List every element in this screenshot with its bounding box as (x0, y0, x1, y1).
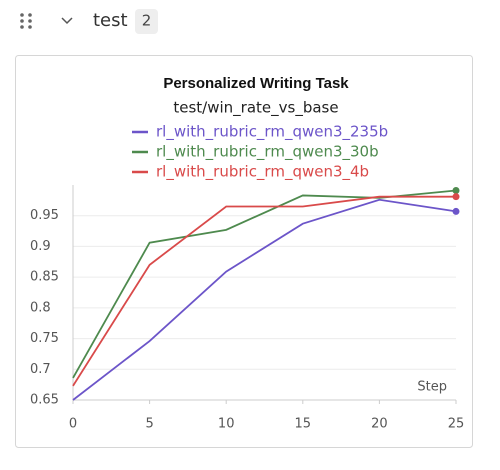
end-point (452, 193, 460, 201)
count-badge (135, 9, 158, 34)
chart-subtitle: test/win_rate_vs_base (173, 99, 338, 118)
y-tick-label: 0.7 (30, 362, 51, 377)
count-badge-text: 2 (142, 12, 152, 30)
x-tick-label: 20 (371, 417, 388, 432)
x-tick-label: 5 (145, 417, 153, 432)
x-tick-label: 25 (448, 417, 465, 432)
chart-panel[interactable] (15, 55, 473, 448)
y-tick-label: 0.85 (30, 270, 59, 285)
end-point (452, 207, 460, 215)
y-tick-label: 0.9 (30, 239, 51, 254)
y-tick-label: 0.65 (30, 393, 59, 408)
series-line (72, 195, 456, 387)
chart-title: Personalized Writing Task (163, 75, 349, 92)
x-tick-label: 10 (218, 417, 235, 432)
x-tick-label: 15 (295, 417, 312, 432)
end-point (452, 187, 460, 195)
x-axis-label: Step (417, 380, 447, 395)
section-title[interactable]: test (93, 10, 128, 31)
y-tick-label: 0.75 (30, 331, 59, 346)
legend-label: rl_with_rubric_rm_qwen3_235b (156, 123, 388, 142)
drag-handle[interactable] (20, 13, 32, 29)
y-tick-label: 0.8 (30, 300, 51, 315)
legend-label: rl_with_rubric_rm_qwen3_4b (156, 163, 369, 182)
y-tick-label: 0.95 (30, 208, 59, 223)
collapse-chevron[interactable] (61, 17, 73, 25)
legend-label: rl_with_rubric_rm_qwen3_30b (156, 143, 379, 162)
series-line (72, 198, 457, 401)
x-tick-label: 0 (69, 417, 77, 432)
